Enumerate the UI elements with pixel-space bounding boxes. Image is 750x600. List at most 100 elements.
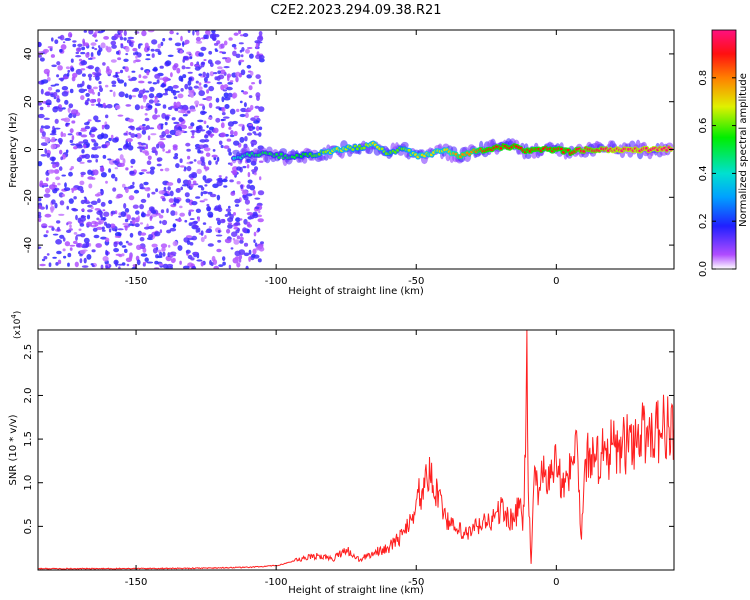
noise-speckle	[71, 109, 78, 115]
noise-speckle	[160, 41, 164, 47]
noise-speckle	[97, 101, 101, 108]
noise-speckle	[236, 262, 241, 268]
noise-speckle	[162, 148, 165, 152]
noise-speckle	[58, 77, 65, 81]
noise-speckle	[220, 122, 225, 129]
noise-speckle	[68, 103, 74, 109]
noise-speckle	[183, 56, 189, 60]
noise-speckle	[38, 54, 42, 58]
noise-speckle	[103, 36, 109, 40]
noise-speckle	[257, 41, 260, 47]
noise-speckle	[243, 242, 249, 247]
noise-speckle	[53, 91, 58, 97]
noise-speckle	[87, 176, 94, 180]
noise-speckle	[211, 154, 218, 158]
noise-speckle	[100, 264, 104, 269]
noise-speckle	[43, 193, 51, 198]
noise-speckle	[252, 211, 258, 217]
noise-speckle	[80, 134, 88, 138]
noise-speckle	[146, 53, 151, 57]
noise-speckle	[67, 32, 73, 38]
noise-speckle	[226, 73, 232, 78]
noise-speckle	[97, 146, 102, 149]
ridge-core	[380, 147, 384, 151]
noise-speckle	[110, 59, 117, 63]
noise-speckle	[168, 37, 173, 41]
noise-speckle	[75, 214, 78, 221]
noise-speckle	[143, 181, 149, 186]
noise-speckle	[38, 197, 42, 202]
noise-speckle	[252, 248, 257, 255]
noise-speckle	[228, 205, 231, 209]
noise-speckle	[223, 40, 228, 46]
noise-speckle	[187, 237, 194, 241]
noise-speckle	[160, 209, 165, 214]
noise-speckle	[134, 59, 141, 63]
noise-speckle	[248, 125, 254, 132]
snr-axes: -150 -100 -50 0 0.5 1.0 1.5 2.0 2.5	[23, 330, 674, 588]
noise-speckle	[204, 166, 210, 171]
noise-speckle	[187, 80, 192, 86]
noise-speckle	[105, 180, 108, 184]
noise-speckle	[206, 72, 210, 79]
noise-speckle	[139, 246, 145, 249]
noise-speckle	[87, 85, 92, 90]
noise-speckle	[207, 243, 214, 247]
noise-speckle	[176, 32, 179, 35]
noise-speckle	[189, 56, 193, 60]
noise-speckle	[105, 237, 110, 243]
noise-speckle	[80, 171, 86, 176]
noise-speckle	[180, 88, 184, 92]
noise-speckle	[254, 197, 261, 200]
noise-speckle	[137, 146, 144, 149]
noise-speckle	[51, 199, 56, 205]
noise-speckle	[221, 106, 226, 113]
noise-speckle	[151, 243, 158, 248]
noise-speckle	[92, 91, 95, 95]
noise-speckle	[250, 117, 256, 122]
noise-speckle	[132, 181, 135, 186]
noise-speckle	[51, 227, 55, 231]
noise-speckle	[258, 55, 265, 60]
noise-speckle	[203, 59, 207, 61]
noise-speckle	[120, 211, 127, 218]
noise-speckle	[140, 105, 144, 110]
noise-speckle	[61, 193, 66, 197]
noise-speckle	[43, 256, 48, 260]
noise-speckle	[130, 126, 135, 131]
noise-speckle	[238, 30, 242, 35]
noise-speckle	[67, 107, 71, 113]
noise-speckle	[244, 136, 248, 142]
noise-speckle	[238, 42, 244, 45]
noise-speckle	[166, 229, 172, 234]
noise-speckle	[202, 191, 208, 195]
noise-speckle	[65, 149, 69, 154]
noise-speckle	[162, 263, 169, 269]
noise-speckle	[239, 34, 244, 37]
noise-speckle	[101, 124, 105, 130]
noise-speckle	[215, 117, 221, 123]
noise-speckle	[71, 135, 75, 141]
noise-speckle	[154, 98, 158, 105]
noise-speckle	[179, 49, 183, 54]
noise-speckle	[84, 99, 89, 106]
noise-speckle	[244, 112, 249, 119]
noise-speckle	[131, 70, 136, 73]
noise-speckle	[45, 230, 49, 234]
noise-speckle	[53, 184, 58, 188]
noise-speckle	[51, 136, 56, 141]
noise-speckle	[156, 92, 163, 98]
noise-speckle	[229, 134, 235, 138]
noise-speckle	[150, 48, 155, 52]
noise-speckle	[122, 183, 126, 188]
noise-speckle	[66, 229, 72, 233]
noise-speckle	[135, 210, 140, 215]
noise-speckle	[230, 247, 234, 250]
noise-speckle	[170, 72, 173, 78]
noise-speckle	[216, 81, 223, 85]
noise-speckle	[154, 150, 158, 156]
noise-speckle	[134, 134, 138, 138]
noise-speckle	[220, 118, 227, 121]
noise-speckle	[94, 72, 102, 77]
noise-speckle	[154, 73, 161, 79]
